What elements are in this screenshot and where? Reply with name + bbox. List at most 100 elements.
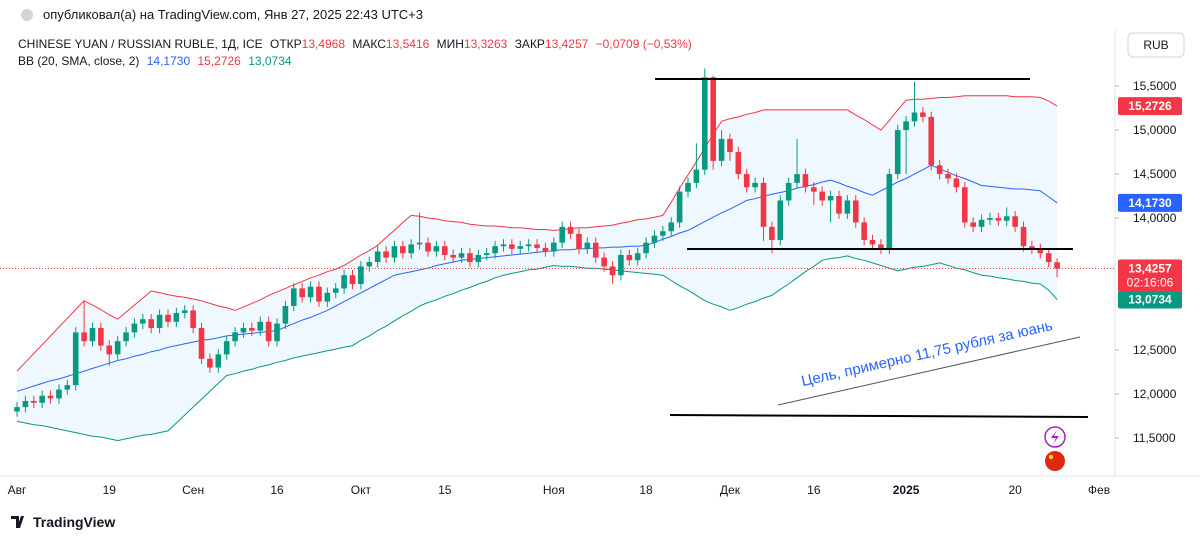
candle-body: [861, 222, 867, 241]
x-tick-label: Фев: [1088, 483, 1110, 497]
candle-body: [1029, 246, 1035, 249]
candle-body: [869, 240, 876, 245]
candle-body: [634, 253, 641, 261]
bb-upper-badge-label: 15,2726: [1128, 99, 1172, 113]
candle-body: [441, 246, 448, 255]
tv-logo: [11, 516, 24, 528]
candle-body: [416, 242, 423, 245]
change: −0,0709 (−0,53%): [595, 37, 692, 51]
candle-body: [282, 305, 289, 324]
currency-box[interactable]: [1127, 32, 1185, 58]
candle-body: [542, 247, 549, 252]
bb-basis: 14,1730: [146, 54, 191, 68]
candle-body: [769, 226, 775, 241]
candle-body: [56, 389, 62, 399]
candle-body: [1037, 248, 1044, 254]
candle-body: [358, 266, 364, 285]
y-tick-label: 15,0000: [1133, 123, 1177, 137]
open-value: 13,4968: [301, 37, 346, 51]
candle-body: [290, 288, 297, 306]
candle-body: [47, 395, 54, 399]
candle-body: [366, 262, 373, 267]
candle-body: [207, 358, 213, 368]
candle-body: [777, 200, 784, 241]
candle-body: [827, 196, 834, 201]
candle-body: [727, 138, 733, 153]
candle-body: [349, 275, 356, 285]
candle-body: [492, 246, 498, 254]
candle-body: [22, 400, 29, 408]
candle-body: [215, 354, 222, 368]
candle-body: [743, 174, 750, 188]
symbol: CHINESE YUAN / RUSSIAN RUBLE, 1Д, ICE: [18, 37, 263, 51]
published: опубликовал(а) на TradingView.com, Янв 2…: [43, 7, 423, 22]
candle-body: [878, 244, 884, 249]
flag-star: [1048, 454, 1054, 460]
y-tick-label: 12,0000: [1133, 387, 1177, 401]
candle-body: [819, 191, 826, 201]
candle-body: [467, 253, 473, 263]
candle-body: [30, 400, 37, 403]
event-icon-bolt: [1051, 430, 1059, 444]
currency[interactable]: RUB: [1143, 38, 1168, 52]
candle-body: [299, 288, 305, 298]
candle-body: [802, 174, 809, 188]
plot: [0, 68, 1115, 442]
candle-body: [811, 187, 817, 192]
candle-body: [165, 314, 171, 322]
candle-body: [316, 286, 322, 302]
high-value: 13,5416: [385, 37, 430, 51]
candle-body: [928, 116, 935, 166]
candle-body: [693, 169, 700, 183]
avatar: [21, 9, 33, 21]
candle-body: [852, 200, 859, 223]
candle-body: [257, 321, 264, 331]
candle-body: [475, 254, 482, 263]
candle-body: [886, 174, 893, 249]
x-tick-label: 20: [1008, 483, 1022, 497]
flag-icon[interactable]: [1045, 451, 1065, 471]
x-tick-label: Окт: [351, 483, 372, 497]
candle-body: [584, 242, 591, 249]
candle-body: [643, 242, 649, 254]
candle-body: [945, 174, 951, 179]
y-tick-label: 12,5000: [1133, 343, 1177, 357]
high-label: МАКС: [352, 37, 386, 51]
x-tick-label: 18: [639, 483, 653, 497]
symbol-legend: CHINESE YUAN / RUSSIAN RUBLE, 1Д, ICE ОТ…: [18, 37, 696, 51]
candle-body: [936, 165, 943, 175]
candle-body: [190, 310, 196, 328]
candle-body: [1045, 253, 1052, 263]
bb-upper-line: [16, 95, 1058, 372]
low-value: 13,3263: [463, 37, 508, 51]
candle-body: [559, 226, 565, 243]
candle-body: [156, 314, 163, 328]
x-tick-label: Ноя: [543, 483, 565, 497]
x-tick-label: 2025: [893, 483, 920, 497]
bb-lower: 13,0734: [248, 54, 292, 68]
candle-body: [894, 130, 901, 175]
trend-line: [777, 336, 1081, 406]
candle-body: [618, 254, 624, 276]
candle-body: [98, 327, 104, 346]
candle-body: [148, 319, 155, 328]
annotation: Цель, примерно 11,75 рубля за юань: [800, 317, 1055, 390]
low-label: МИН: [436, 37, 464, 51]
candle-body: [39, 395, 45, 403]
candle-body: [701, 77, 708, 170]
candle-body: [232, 332, 238, 342]
candle-body: [64, 385, 71, 390]
candle-body: [500, 244, 507, 247]
candle-body: [844, 200, 851, 214]
candle-body: [1012, 216, 1018, 227]
bb-lower-badge: [1118, 290, 1182, 309]
candle-body: [760, 182, 767, 227]
candle-body: [525, 244, 532, 247]
x-tick-label: Авг: [8, 483, 27, 497]
candle-body: [651, 235, 658, 243]
bb-lower-badge-label: 13,0734: [1128, 293, 1172, 307]
x-tick-label: Дек: [720, 483, 741, 497]
bb-basis-badge-label: 14,1730: [1128, 196, 1172, 210]
candle-body: [836, 196, 842, 214]
